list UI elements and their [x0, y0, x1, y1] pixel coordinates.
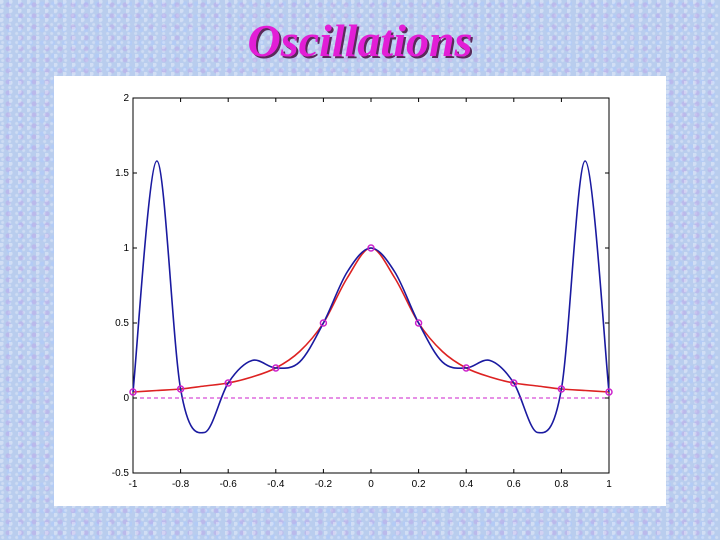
y-tick-label: 1.5 — [115, 168, 129, 179]
data-point-marker — [510, 379, 518, 387]
y-tick-label: 0.5 — [115, 318, 129, 329]
x-tick-label: -0.4 — [267, 479, 285, 490]
x-tick-label: 0 — [368, 479, 374, 490]
x-tick-label: -0.6 — [220, 479, 238, 490]
data-point-marker — [462, 364, 470, 372]
x-tick-label: 0.4 — [459, 479, 473, 490]
y-tick-label: 1 — [123, 243, 129, 254]
data-point-marker — [272, 364, 280, 372]
data-point-marker — [557, 385, 566, 393]
y-tick-label: 2 — [123, 93, 129, 104]
series-layer — [129, 160, 613, 434]
slide-title: Oscillations — [247, 15, 473, 66]
x-tick-label: 0.2 — [412, 479, 426, 490]
data-point-marker — [224, 379, 232, 387]
data-point-marker — [129, 388, 137, 396]
x-tick-label: 1 — [606, 479, 612, 490]
x-tick-label: -0.2 — [315, 479, 333, 490]
data-point-marker — [319, 319, 328, 327]
x-tick-label: -0.8 — [172, 479, 190, 490]
data-point-marker — [605, 388, 613, 396]
tick-layer: -1 -0.8 -0.6 -0.4 -0.2 0 0.2 0.4 0.6 0.8 1 -0.5 0 0.5… — [112, 93, 612, 490]
plot-axes-box — [132, 97, 610, 474]
oscillations-chart: -1 -0.8 -0.6 -0.4 -0.2 0 0.2 0.4 0.6 0.8 1 -0.5 0 0.5… — [112, 93, 613, 490]
data-point-marker — [176, 385, 185, 393]
x-tick-label: 0.6 — [507, 479, 521, 490]
y-tick-label: 0 — [123, 393, 129, 404]
x-tick-label: 0.8 — [554, 479, 568, 490]
plot-panel: -1 -0.8 -0.6 -0.4 -0.2 0 0.2 0.4 0.6 0.8 1 -0.5 0 0.5… — [54, 76, 666, 506]
data-point-marker — [367, 244, 375, 252]
series-line-1 — [132, 160, 610, 434]
data-point-marker — [414, 319, 423, 327]
x-tick-label: -1 — [129, 479, 138, 490]
y-tick-label: -0.5 — [112, 468, 130, 479]
